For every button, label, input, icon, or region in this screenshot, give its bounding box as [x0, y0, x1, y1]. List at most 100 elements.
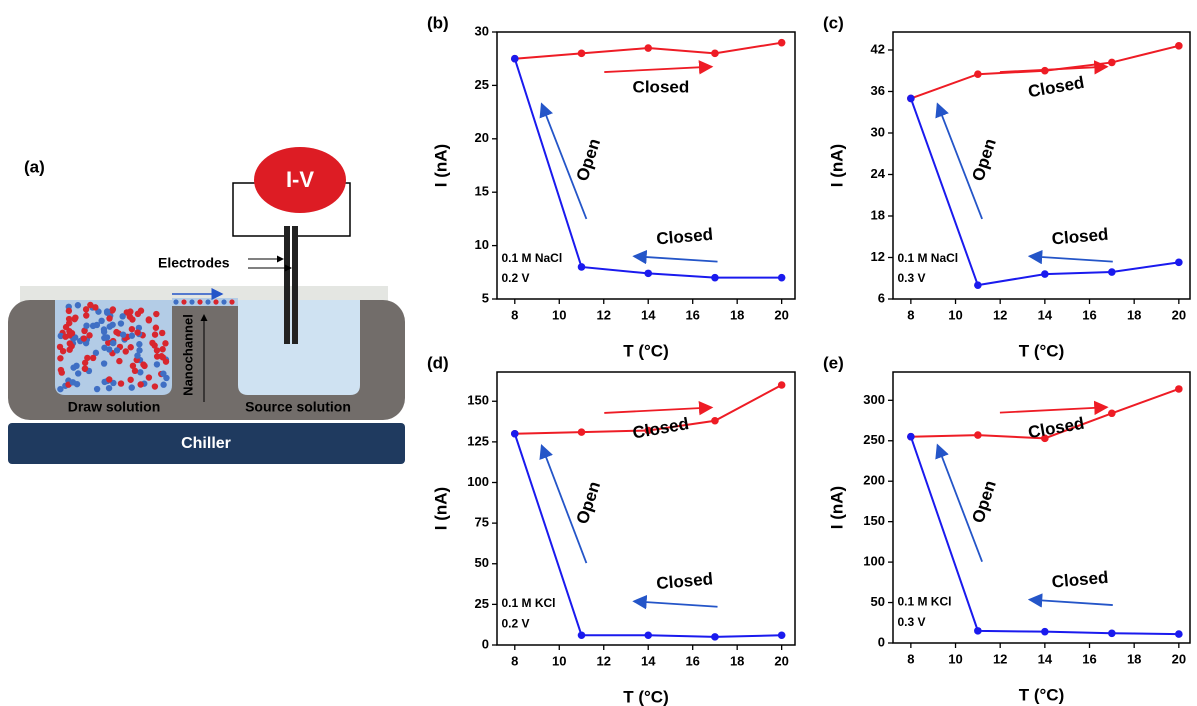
data-point	[907, 95, 915, 103]
ion	[107, 323, 113, 329]
ion	[114, 347, 120, 353]
x-tick-label: 14	[641, 307, 656, 322]
y-tick-label: 100	[467, 474, 489, 489]
ion	[106, 385, 112, 391]
y-tick-label: 150	[863, 513, 885, 528]
x-tick-label: 14	[641, 653, 656, 668]
annotation-arrow	[1030, 256, 1113, 261]
ion	[110, 340, 116, 346]
x-tick-label: 10	[552, 653, 566, 668]
ion	[106, 315, 112, 321]
data-point	[644, 44, 652, 52]
ion	[160, 370, 166, 376]
x-tick-label: 12	[993, 307, 1007, 322]
data-point	[778, 274, 786, 282]
ion	[106, 376, 112, 382]
x-tick-label: 18	[730, 307, 744, 322]
x-tick-label: 16	[1082, 307, 1096, 322]
figure: (a) I-V Electrodes Nanochannel Draw solu…	[0, 0, 1197, 706]
ion	[153, 325, 159, 331]
annotation-arrow	[634, 601, 717, 606]
y-tick-label: 12	[871, 249, 885, 264]
ion	[149, 340, 155, 346]
data-point	[1041, 628, 1049, 636]
ion	[152, 383, 158, 389]
meter-label: I-V	[286, 167, 314, 192]
annotation: Closed	[633, 78, 690, 97]
ion	[83, 322, 89, 328]
x-tick-label: 8	[511, 653, 518, 668]
data-point	[1108, 629, 1116, 637]
ion	[113, 329, 119, 335]
draw-label: Draw solution	[68, 399, 161, 415]
ion	[140, 361, 146, 367]
data-point	[578, 428, 586, 436]
panel-label: (e)	[823, 353, 844, 372]
x-tick-label: 10	[552, 307, 566, 322]
annotation: Open	[573, 136, 604, 183]
ion	[128, 344, 134, 350]
ion	[90, 355, 96, 361]
ion	[136, 341, 142, 347]
ion	[74, 381, 80, 387]
ion	[75, 370, 81, 376]
ion	[90, 323, 96, 329]
ion	[82, 365, 88, 371]
annotation: 0.2 V	[501, 617, 529, 631]
ion	[154, 347, 160, 353]
data-point	[778, 381, 786, 389]
x-tick-label: 18	[1127, 307, 1141, 322]
x-tick-label: 20	[1172, 307, 1186, 322]
x-tick-label: 20	[774, 653, 788, 668]
annotation-arrow	[1030, 600, 1113, 605]
y-tick-label: 300	[863, 392, 885, 407]
ion	[197, 299, 202, 304]
data-point	[778, 631, 786, 639]
y-tick-label: 100	[863, 554, 885, 569]
annotation-arrow	[634, 256, 717, 261]
y-tick-label: 24	[871, 166, 886, 181]
x-tick-label: 12	[993, 651, 1007, 666]
y-tick-label: 250	[863, 432, 885, 447]
source-label: Source solution	[245, 399, 351, 415]
ion	[116, 358, 122, 364]
electrode	[284, 226, 290, 344]
ion	[59, 369, 65, 375]
x-tick-label: 10	[948, 307, 962, 322]
x-axis-label: T (°C)	[1019, 685, 1065, 704]
ion	[129, 333, 135, 339]
ion	[152, 331, 158, 337]
x-tick-label: 8	[907, 307, 914, 322]
y-tick-label: 18	[871, 207, 885, 222]
y-tick-label: 150	[467, 393, 489, 408]
y-tick-label: 36	[871, 83, 885, 98]
y-tick-label: 10	[475, 237, 489, 252]
x-tick-label: 18	[1127, 651, 1141, 666]
ion	[67, 340, 73, 346]
annotation: Closed	[656, 225, 714, 249]
ion	[57, 355, 63, 361]
ion	[160, 382, 166, 388]
setup-diagram: (a) I-V Electrodes Nanochannel Draw solu…	[8, 147, 405, 464]
annotation: Closed	[656, 569, 714, 593]
y-tick-label: 42	[871, 41, 885, 56]
x-tick-label: 14	[1038, 307, 1053, 322]
ion	[153, 311, 159, 317]
ion	[57, 344, 63, 350]
ion	[181, 299, 186, 304]
data-point	[1175, 385, 1183, 393]
ion	[119, 313, 125, 319]
data-point	[711, 633, 719, 641]
ion	[101, 335, 107, 341]
data-point	[974, 281, 982, 289]
ion	[129, 316, 135, 322]
electrode	[292, 226, 298, 344]
annotation: 0.1 M NaCl	[897, 251, 958, 265]
ion	[132, 368, 138, 374]
x-tick-label: 10	[948, 651, 962, 666]
y-tick-label: 25	[475, 77, 489, 92]
ion	[229, 299, 234, 304]
y-tick-label: 25	[475, 596, 489, 611]
y-axis-label: I (nA)	[827, 486, 846, 529]
ion	[81, 335, 87, 341]
